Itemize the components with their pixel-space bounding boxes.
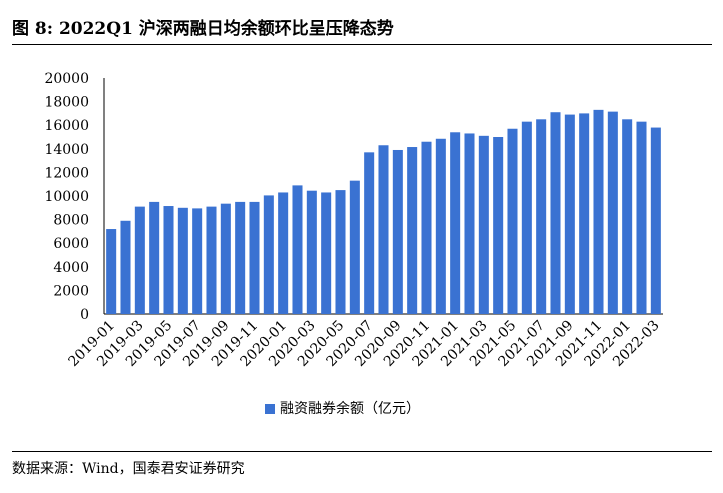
- legend-label: 融资融券余额（亿元）: [280, 400, 420, 417]
- bar-2021-03: [478, 135, 489, 314]
- bar-2021-12: [607, 111, 618, 314]
- bar-2021-11: [593, 109, 604, 314]
- bar-2022-03: [650, 127, 661, 314]
- y-tick-label: 20000: [44, 71, 89, 87]
- y-tick-label: 12000: [44, 165, 89, 181]
- bar-2019-06: [177, 207, 188, 314]
- source-rule: [12, 451, 712, 452]
- bar-2020-06: [349, 180, 360, 314]
- bar-2020-11: [421, 141, 432, 314]
- bar-2019-01: [106, 229, 117, 314]
- y-tick-label: 8000: [53, 213, 89, 229]
- bar-2020-12: [435, 138, 446, 314]
- bar-2020-04: [321, 192, 332, 314]
- y-tick-label: 10000: [44, 189, 89, 205]
- y-axis: 0 2000 4000 6000 8000 10000 12000 14000 16000 180…: [44, 71, 105, 323]
- bar-2021-05: [507, 128, 518, 314]
- bar-2021-01: [450, 132, 461, 314]
- bar-2019-03: [134, 206, 145, 314]
- bar-2022-01: [622, 119, 633, 314]
- bar-2019-12: [263, 195, 274, 314]
- y-tick-label: 6000: [53, 236, 89, 252]
- x-axis: 2019-012019-032019-052019-072019-092019-…: [66, 313, 663, 370]
- bar-2019-05: [163, 206, 174, 314]
- bar-2020-07: [364, 152, 375, 314]
- y-tick-label: 18000: [44, 95, 89, 111]
- bar-2020-08: [378, 145, 389, 314]
- y-tick-label: 14000: [44, 142, 89, 158]
- bar-2019-11: [249, 201, 260, 314]
- y-tick-label: 0: [80, 307, 89, 323]
- bar-2020-05: [335, 190, 346, 314]
- bar-2021-10: [579, 113, 590, 315]
- bar-2020-10: [407, 147, 418, 314]
- bar-2019-04: [149, 201, 160, 314]
- bar-2020-09: [392, 149, 403, 314]
- bar-2021-04: [493, 137, 504, 314]
- bar-2019-08: [206, 206, 217, 314]
- bar-2019-07: [192, 208, 203, 314]
- bar-2021-09: [564, 114, 575, 314]
- bar-2019-09: [220, 203, 231, 314]
- bars: [106, 109, 661, 315]
- bar-2019-02: [120, 220, 131, 314]
- bar-2020-02: [292, 185, 303, 314]
- y-tick-label: 16000: [44, 118, 89, 134]
- bar-2019-10: [235, 201, 246, 314]
- bar-2022-02: [636, 121, 647, 314]
- bar-2020-03: [306, 190, 317, 314]
- bar-2020-01: [278, 192, 289, 314]
- source-note: 数据来源：Wind，国泰君安证券研究: [12, 461, 245, 477]
- bar-2021-02: [464, 133, 475, 314]
- y-tick-label: 2000: [53, 283, 89, 299]
- y-tick-label: 4000: [53, 260, 89, 276]
- legend-swatch: [265, 404, 275, 414]
- bar-2021-07: [536, 119, 547, 314]
- bar-2021-08: [550, 112, 561, 314]
- bar-2021-06: [521, 121, 532, 314]
- figure-title: 图 8: 2022Q1 沪深两融日均余额环比呈压降态势: [12, 19, 394, 39]
- bar-chart: 0 2000 4000 6000 8000 10000 12000 14000 16000 180…: [44, 71, 663, 417]
- legend: 融资融券余额（亿元）: [265, 400, 420, 417]
- title-rule: [12, 44, 712, 45]
